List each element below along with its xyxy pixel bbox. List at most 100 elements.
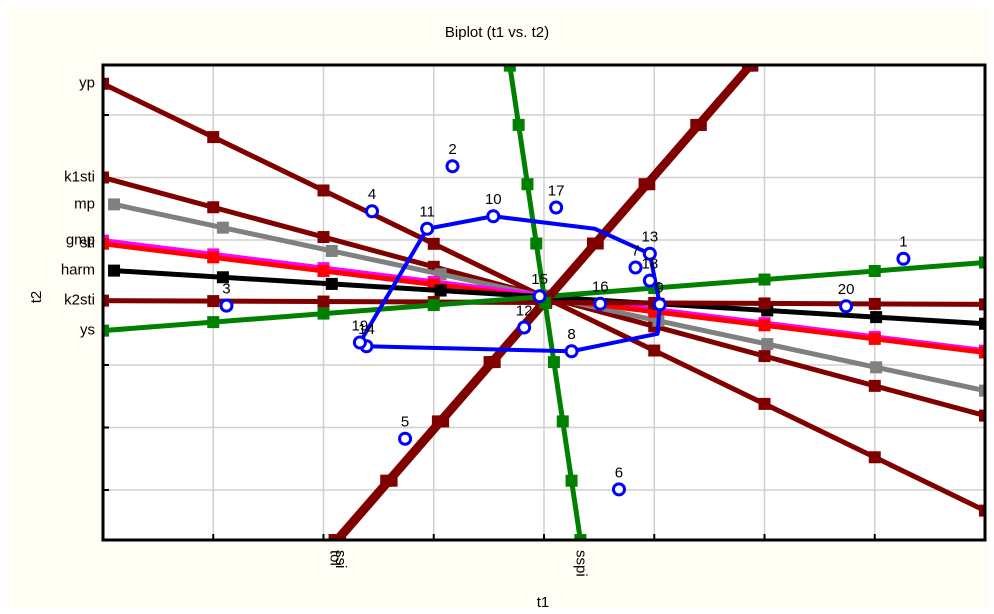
vector-marker (979, 317, 985, 330)
vector-marker (207, 295, 220, 308)
point (593, 296, 608, 311)
vector-marker (979, 384, 985, 397)
vector-marker (483, 356, 496, 369)
vector-marker (207, 316, 220, 329)
point (642, 246, 657, 261)
point (445, 159, 460, 174)
point (549, 200, 564, 215)
point (628, 260, 643, 275)
vector-marker (317, 231, 330, 244)
y-axis-label: t2 (28, 291, 45, 304)
vector-marker (638, 178, 651, 191)
vector-marker (328, 534, 341, 540)
vector-marker (325, 277, 338, 290)
vector-marker (103, 294, 109, 307)
point-label: 15 (531, 271, 548, 288)
vector-marker (512, 118, 525, 131)
variable-label: ssi (332, 550, 349, 568)
vector-marker (586, 237, 599, 250)
vector-marker (868, 379, 881, 392)
vector-marker (761, 338, 774, 351)
vector-marker (870, 361, 883, 374)
vector-marker (427, 299, 440, 312)
chart-title: Biplot (t1 vs. t2) (445, 24, 549, 41)
vector-marker (103, 324, 109, 337)
plot-frame (101, 63, 987, 542)
vector-marker (979, 409, 985, 422)
point-label: 17 (548, 182, 565, 199)
variable-label: tol (327, 550, 344, 566)
point-label: 13 (641, 229, 658, 246)
point (611, 482, 626, 497)
vector-marker (427, 237, 440, 250)
point-label: 3 (222, 281, 230, 298)
point-label: 12 (516, 302, 533, 319)
vector-marker (556, 415, 569, 428)
point (652, 297, 667, 312)
vector-marker (325, 244, 338, 257)
vector-marker (431, 415, 444, 428)
vector-marker (741, 65, 754, 72)
vector-marker (758, 297, 771, 310)
vector-marker (103, 77, 109, 90)
variable-label: sspi (572, 550, 589, 577)
point (839, 299, 854, 314)
point-label: 19 (352, 317, 369, 334)
vector-marker (317, 307, 330, 320)
vector-marker (574, 534, 587, 540)
point (365, 204, 380, 219)
point (398, 431, 413, 446)
variable-label: mp (74, 195, 95, 212)
vector-marker (108, 198, 121, 211)
vector-marker (758, 350, 771, 363)
vector-marker (690, 118, 703, 131)
vector-marker (434, 284, 447, 297)
variable-label: gmp (66, 232, 95, 249)
vector-marker (868, 265, 881, 278)
point (896, 251, 911, 266)
point-label: 11 (419, 204, 435, 221)
vector-marker (108, 264, 121, 277)
variable-label: sti (80, 235, 95, 252)
vector-marker (870, 311, 883, 324)
vector-marker (380, 474, 393, 487)
point-label: 2 (448, 141, 456, 158)
point-label: 8 (567, 326, 575, 343)
point (564, 344, 579, 359)
vector-marker (979, 298, 985, 311)
vector-marker (503, 65, 516, 72)
vector-marker (565, 474, 578, 487)
vector-marker (547, 356, 560, 369)
point-label: 4 (368, 186, 376, 203)
point (517, 320, 532, 335)
vector-marker (648, 344, 661, 357)
vector-marker (979, 504, 985, 517)
point-label: 5 (401, 414, 409, 431)
vector-marker (868, 332, 881, 345)
vector-marker (103, 237, 109, 250)
vector-marker (103, 171, 109, 184)
point (532, 289, 547, 304)
variable-label: ys (80, 322, 95, 339)
vector-marker (758, 397, 771, 410)
point-label: 9 (656, 279, 664, 296)
vector-marker (216, 221, 229, 234)
point (486, 209, 501, 224)
variable-label: harm (61, 262, 95, 279)
vector-marker (868, 297, 881, 310)
vector-marker (207, 131, 220, 144)
variable-label: k1sti (64, 168, 95, 185)
point-label: 7 (631, 242, 639, 259)
vector-marker (979, 256, 985, 269)
vector-marker (758, 319, 771, 332)
vector-marker (758, 273, 771, 286)
variable-label: yp (79, 75, 95, 92)
point-label: 16 (592, 279, 609, 296)
point (219, 298, 234, 313)
vectors (103, 65, 985, 540)
point (420, 221, 435, 236)
vector-marker (979, 346, 985, 359)
point-label: 6 (615, 464, 623, 481)
